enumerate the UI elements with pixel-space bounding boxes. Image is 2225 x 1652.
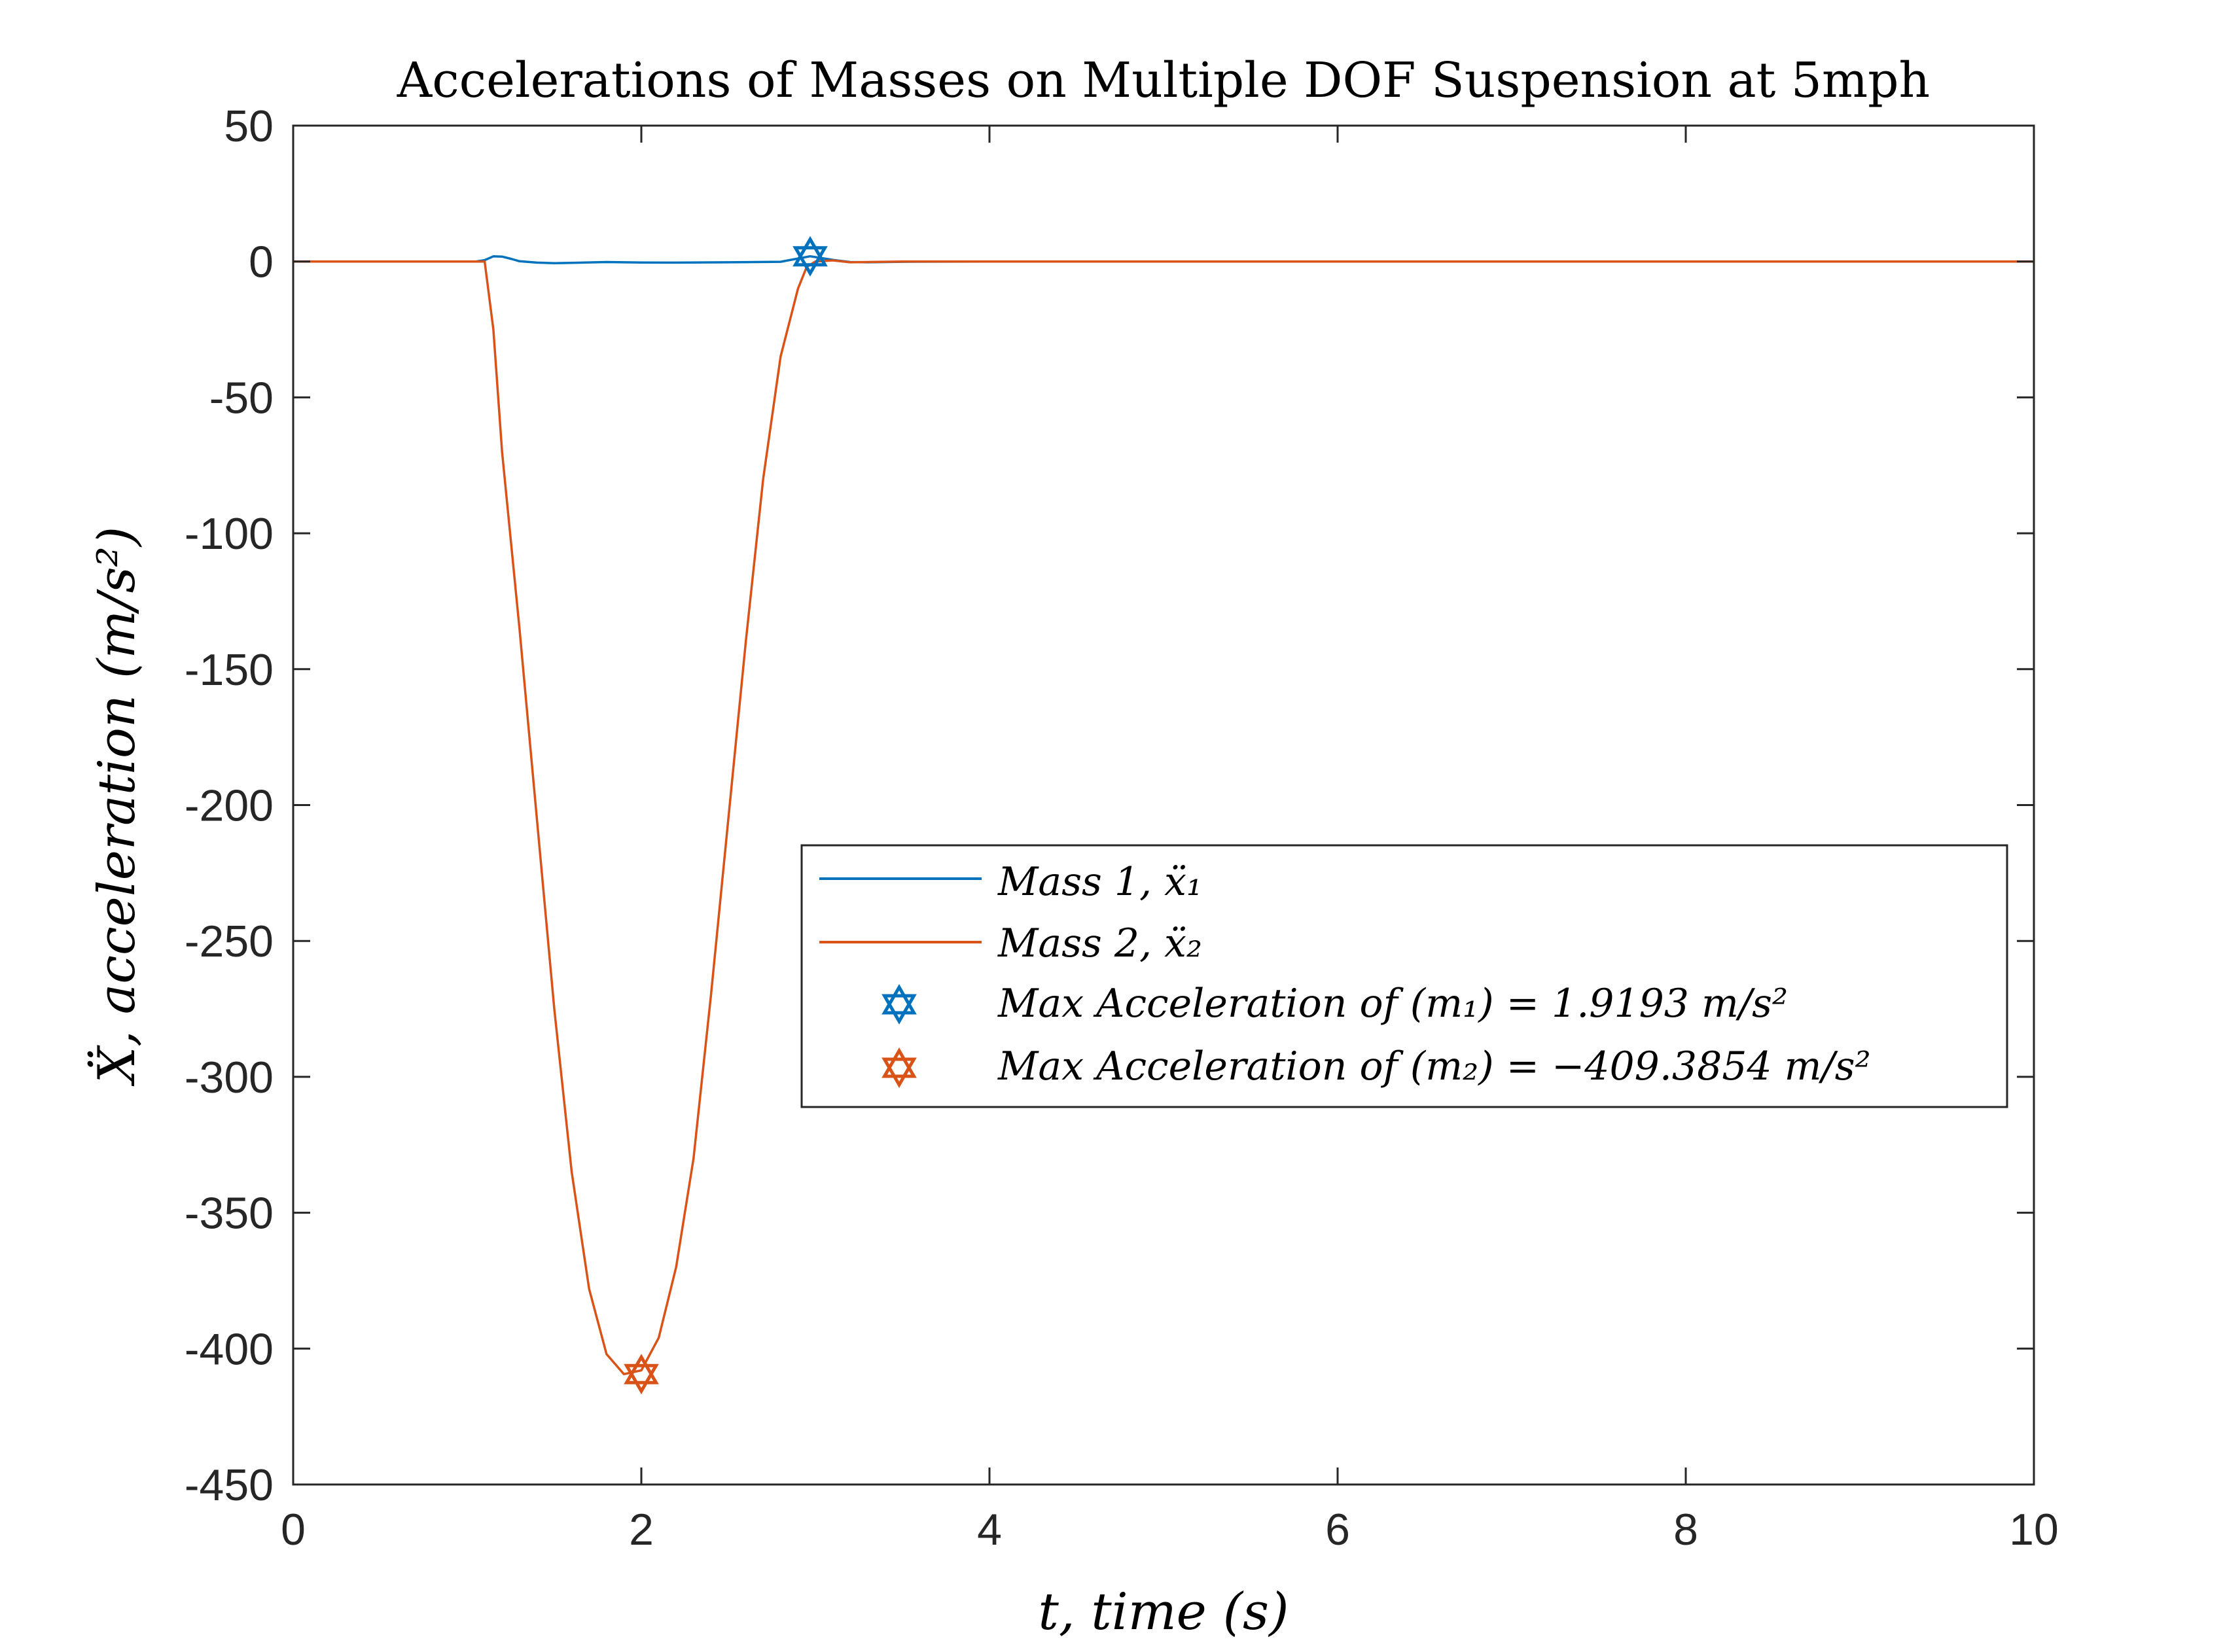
x-tick-label: 0	[281, 1505, 306, 1555]
legend-box	[800, 844, 2008, 1108]
x-tick-label: 2	[629, 1505, 654, 1555]
y-tick-label: -100	[185, 509, 274, 559]
legend-label-mass-2: Mass 2, ẍ₂	[997, 921, 1202, 966]
y-tick-label: -350	[185, 1189, 274, 1239]
legend: Mass 1, ẍ₁ Mass 2, ẍ₂ Max Acceleration o…	[800, 844, 2008, 1108]
x-tick-label: 10	[2009, 1505, 2059, 1555]
legend-marker-max-m2	[881, 1047, 917, 1089]
y-tick-label: -250	[185, 917, 274, 966]
axes-background	[293, 126, 2034, 1485]
x-tick-label: 4	[977, 1505, 1002, 1555]
y-tick-label: -200	[185, 781, 274, 831]
series-line-mass-2	[293, 259, 2034, 1376]
x-tick-label: 6	[1325, 1505, 1350, 1555]
legend-label-mass-1: Mass 1, ẍ₁	[997, 859, 1202, 905]
y-axis-label: Ẍ, acceleration (m/s²)	[87, 527, 147, 1087]
chart-title: Accelerations of Masses on Multiple DOF …	[397, 52, 1930, 109]
marker-layer	[624, 236, 828, 1395]
legend-label-max-m1: Max Acceleration of (m₁) = 1.9193 m/s²	[997, 981, 1788, 1027]
legend-marker-symbol-m2	[881, 1047, 917, 1089]
y-tick-label: -50	[209, 373, 274, 423]
series-layer	[293, 255, 2034, 1376]
plot-area: 0 2 4 6 8 10 50 0 -50 -100 -150 -200 -250 -300 -350 -40…	[185, 101, 2059, 1555]
x-tick-label: 8	[1673, 1505, 1698, 1555]
y-tick-label: -300	[185, 1053, 274, 1102]
legend-marker-max-m1	[881, 983, 917, 1025]
y-tick-label: -450	[185, 1460, 274, 1510]
max-marker-m1	[792, 236, 828, 277]
y-tick-label: -150	[185, 645, 274, 695]
legend-marker-symbol-m1	[881, 983, 917, 1025]
y-tick-label: 50	[224, 101, 274, 151]
x-axis-label: t, time (s)	[1038, 1583, 1289, 1642]
legend-label-max-m2: Max Acceleration of (m₂) = −409.3854 m/s…	[997, 1044, 1871, 1089]
max-marker-m2	[624, 1354, 659, 1395]
y-tick-label: 0	[249, 237, 274, 287]
y-tick-label: -400	[185, 1324, 274, 1374]
tick-layer: 0 2 4 6 8 10 50 0 -50 -100 -150 -200 -250 -300 -350 -40…	[185, 101, 2059, 1555]
